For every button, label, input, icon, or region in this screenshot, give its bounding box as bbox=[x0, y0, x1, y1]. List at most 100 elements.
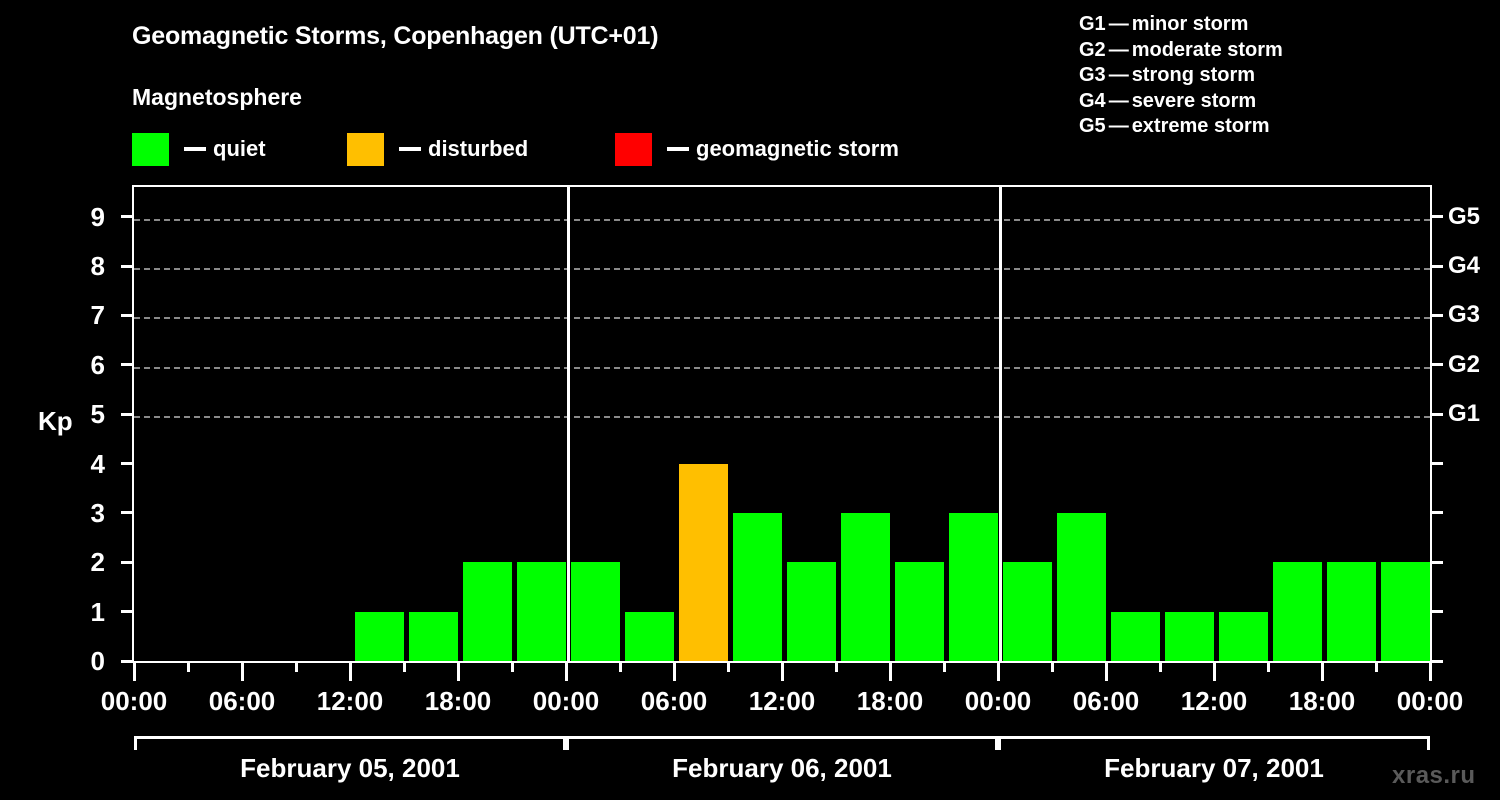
g-scale-row-g5: G5— extreme storm bbox=[1079, 114, 1283, 140]
y-tick-mark bbox=[121, 560, 132, 564]
x-tick-mark bbox=[1212, 663, 1216, 681]
legend-label: geomagnetic storm bbox=[696, 136, 899, 161]
g-scale-code: G1 bbox=[1079, 13, 1106, 35]
legend-label: disturbed bbox=[428, 136, 529, 161]
x-tick-mark bbox=[1428, 663, 1432, 681]
g-scale-legend: G1— minor storm G2— moderate storm G3— strong… bbox=[1079, 12, 1283, 140]
y-axis-title: Kp bbox=[38, 406, 73, 436]
gridline-kp-9 bbox=[134, 218, 1430, 221]
watermark: xras.ru bbox=[1392, 762, 1476, 789]
x-tick-label: 06:00 bbox=[1072, 686, 1140, 716]
x-tick-mark bbox=[348, 663, 352, 681]
bar-kp bbox=[354, 611, 404, 661]
x-tick-mark bbox=[996, 663, 1000, 681]
y-tick-label: 0 bbox=[90, 646, 105, 676]
bar-kp bbox=[462, 562, 512, 661]
x-tick-label: 12:00 bbox=[1180, 686, 1248, 716]
disturbed-swatch-icon bbox=[347, 132, 384, 166]
y-tick-label: 4 bbox=[90, 448, 105, 479]
gridline-kp-8 bbox=[134, 268, 1430, 270]
y-tick-mark bbox=[121, 610, 132, 614]
x-tick-mark bbox=[186, 663, 190, 672]
x-tick-label: 00:00 bbox=[100, 686, 168, 716]
y-tick-mark bbox=[121, 511, 132, 515]
y-tick-label: 7 bbox=[90, 300, 105, 331]
g-scale-separator: — bbox=[1108, 89, 1129, 112]
x-tick-mark bbox=[1374, 663, 1378, 672]
bar-kp bbox=[1326, 562, 1376, 661]
y-tick-mark bbox=[121, 313, 132, 317]
x-tick-mark bbox=[1158, 663, 1162, 672]
gridline-kp-5 bbox=[134, 416, 1430, 419]
plot-area bbox=[132, 185, 1432, 663]
geomagnetic-storm-swatch-icon bbox=[615, 132, 652, 166]
legend-dash-icon bbox=[667, 147, 689, 151]
x-tick-mark bbox=[456, 663, 460, 681]
g-scale-description: extreme storm bbox=[1131, 115, 1270, 138]
x-tick-mark bbox=[240, 663, 244, 681]
y-tick-label: 1 bbox=[90, 596, 105, 627]
chart-subtitle: Magnetosphere bbox=[132, 84, 302, 110]
x-tick-label: 06:00 bbox=[640, 686, 708, 716]
x-tick-mark bbox=[402, 663, 406, 672]
g-tick-mark bbox=[1432, 215, 1443, 219]
g-scale-code: G2 bbox=[1079, 38, 1106, 61]
g-scale-row-g3: G3— strong storm bbox=[1079, 63, 1283, 89]
bar-kp bbox=[408, 611, 458, 661]
g-scale-separator: — bbox=[1108, 64, 1129, 87]
g-minor-tick-mark bbox=[1432, 560, 1443, 564]
y-tick-mark bbox=[121, 462, 132, 465]
x-tick-mark bbox=[672, 663, 676, 681]
y-tick-label: 8 bbox=[90, 251, 105, 281]
g-tick-label: G3 bbox=[1448, 301, 1481, 329]
y-tick-label: 9 bbox=[90, 201, 105, 232]
g-scale-description: severe storm bbox=[1131, 89, 1257, 112]
g-tick-mark bbox=[1432, 264, 1443, 268]
g-scale-description: moderate storm bbox=[1131, 38, 1283, 61]
x-tick-mark bbox=[294, 663, 298, 672]
x-tick-mark bbox=[1266, 663, 1270, 672]
g-minor-tick-mark bbox=[1432, 462, 1443, 465]
x-tick-mark bbox=[888, 663, 892, 681]
x-tick-label: 06:00 bbox=[208, 686, 276, 716]
bar-kp bbox=[678, 463, 728, 661]
g-scale-code: G4 bbox=[1079, 89, 1106, 112]
x-tick-mark bbox=[780, 663, 784, 681]
x-tick-mark bbox=[132, 663, 136, 681]
bar-kp bbox=[1218, 611, 1268, 661]
y-tick-mark bbox=[121, 363, 132, 367]
x-tick-mark bbox=[1104, 663, 1108, 681]
x-tick-label: 00:00 bbox=[532, 686, 600, 716]
day-bracket bbox=[134, 736, 566, 750]
bar-kp bbox=[1002, 562, 1052, 661]
day-label: February 07, 2001 bbox=[1104, 753, 1324, 783]
g-scale-code: G5 bbox=[1079, 115, 1106, 138]
gridline-kp-7 bbox=[134, 317, 1430, 320]
bar-kp bbox=[732, 512, 782, 661]
x-tick-mark bbox=[1320, 663, 1324, 681]
x-tick-mark bbox=[510, 663, 514, 672]
y-tick-label: 2 bbox=[90, 547, 105, 578]
g-scale-row-g2: G2— moderate storm bbox=[1079, 38, 1283, 64]
y-tick-label: 6 bbox=[90, 349, 105, 380]
x-tick-mark bbox=[726, 663, 730, 672]
bar-kp bbox=[1056, 512, 1106, 661]
g-tick-label: G5 bbox=[1448, 202, 1481, 230]
x-tick-label: 18:00 bbox=[1288, 686, 1356, 716]
day-label: February 05, 2001 bbox=[240, 753, 460, 783]
legend-dash-icon bbox=[184, 147, 206, 151]
x-tick-mark bbox=[564, 663, 568, 681]
legend-label: quiet bbox=[213, 136, 266, 161]
x-tick-label: 00:00 bbox=[964, 686, 1032, 716]
y-tick-mark bbox=[121, 412, 132, 416]
x-tick-label: 18:00 bbox=[424, 686, 492, 716]
y-tick-mark bbox=[121, 264, 132, 268]
quiet-swatch-icon bbox=[132, 132, 169, 166]
geomagnetic-storm-legend: geomagnetic storm bbox=[615, 131, 899, 167]
legend-dash-icon bbox=[399, 147, 421, 151]
bar-kp bbox=[1164, 611, 1214, 661]
g-scale-row-g4: G4— severe storm bbox=[1079, 89, 1283, 115]
bar-kp bbox=[516, 562, 566, 661]
bar-kp bbox=[948, 512, 998, 661]
g-minor-tick-mark bbox=[1432, 659, 1443, 663]
